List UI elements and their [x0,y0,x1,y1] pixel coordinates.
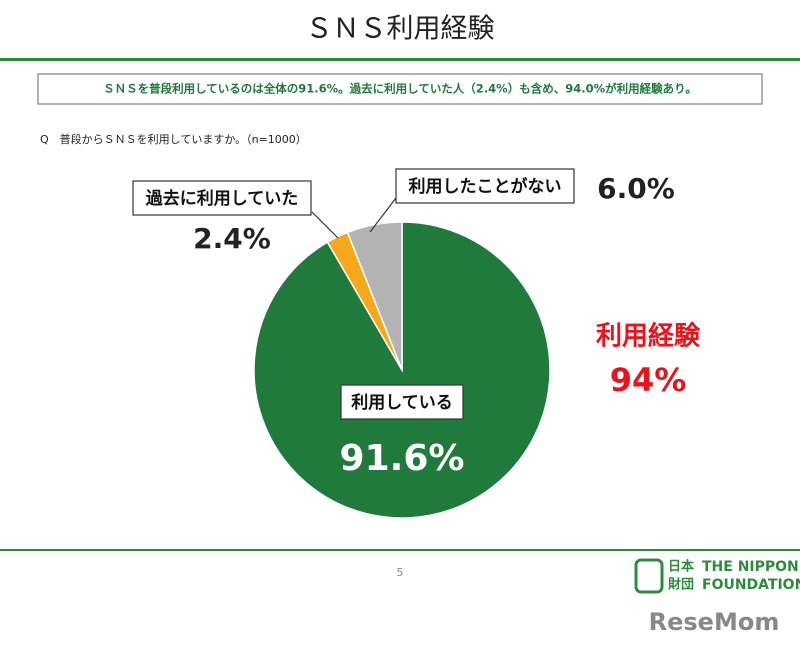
title: ＳＮＳ利用経験 [306,14,495,45]
logo-jp: 財団 [667,577,694,593]
page-number: 5 [397,566,404,579]
summary-box [37,73,763,105]
category-box [395,168,575,204]
category-label: 利用したことがない [409,176,562,197]
value-label: 6.0% [597,172,675,205]
category-label: 過去に利用していた [146,188,299,209]
value-label: 91.6% [340,438,465,479]
pie-slice [346,221,403,371]
category-label: 利用している [351,392,453,413]
logo-mark [634,558,664,594]
watermark: ReseMom [649,608,780,636]
question: Q 普段からＳＮＳを利用していますか。（n=1000） [40,132,307,146]
annotation-value: 94% [610,361,687,399]
summary-text: ＳＮＳを普段利用しているのは全体の91.6%。過去に利用していた人（2.4%）も… [103,82,697,96]
annotation-label: 利用経験 [596,321,701,352]
category-box [132,180,312,216]
category-box [340,384,464,420]
logo-jp: 日本 [668,559,694,575]
leader-line [311,211,339,239]
pie [253,221,551,519]
leader-line [369,197,397,233]
logo-en: FOUNDATION [702,577,800,593]
value-label: 2.4% [193,222,271,255]
header-rule [0,58,800,61]
logo-en: THE NIPPON [702,559,799,575]
footer-rule [0,549,800,551]
